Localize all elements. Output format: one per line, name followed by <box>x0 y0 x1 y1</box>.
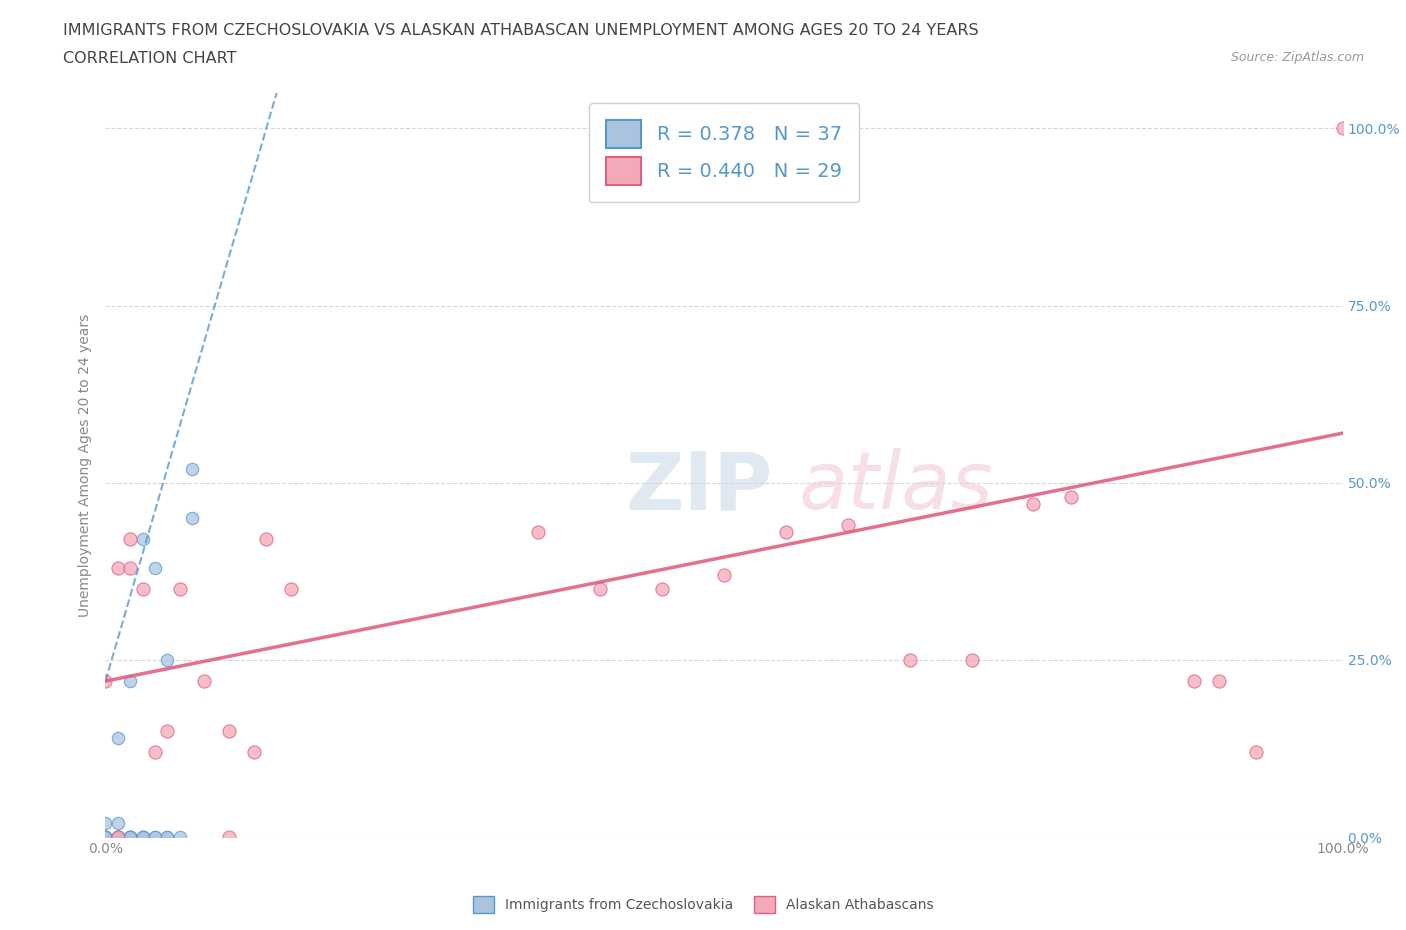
Point <box>143 830 166 844</box>
Point <box>131 830 153 844</box>
Point <box>94 816 117 830</box>
Point <box>131 830 153 844</box>
Point <box>960 653 983 668</box>
Point <box>527 525 550 539</box>
Point <box>120 830 142 844</box>
Point <box>156 830 179 844</box>
Point <box>156 653 179 668</box>
Point <box>120 830 142 844</box>
Point <box>1059 489 1081 504</box>
Point <box>131 532 153 547</box>
Point <box>107 830 129 844</box>
Point <box>156 724 179 738</box>
Point <box>169 581 191 596</box>
Point <box>143 745 166 760</box>
Point <box>94 673 117 688</box>
Point <box>651 581 673 596</box>
Point <box>94 830 117 844</box>
Point <box>837 518 859 533</box>
Point <box>1208 673 1230 688</box>
Point <box>107 830 129 844</box>
Point <box>218 830 240 844</box>
Point <box>156 830 179 844</box>
Point <box>181 461 204 476</box>
Point <box>94 830 117 844</box>
Y-axis label: Unemployment Among Ages 20 to 24 years: Unemployment Among Ages 20 to 24 years <box>77 313 91 617</box>
Legend: R = 0.378   N = 37, R = 0.440   N = 29: R = 0.378 N = 37, R = 0.440 N = 29 <box>589 102 859 203</box>
Point <box>243 745 266 760</box>
Text: ZIP: ZIP <box>626 448 772 526</box>
Point <box>254 532 277 547</box>
Point <box>169 830 191 844</box>
Point <box>107 830 129 844</box>
Text: Source: ZipAtlas.com: Source: ZipAtlas.com <box>1230 51 1364 64</box>
Point <box>713 567 735 582</box>
Point <box>94 830 117 844</box>
Point <box>218 724 240 738</box>
Point <box>181 511 204 525</box>
Point <box>120 830 142 844</box>
Point <box>193 673 215 688</box>
Point <box>94 830 117 844</box>
Point <box>131 830 153 844</box>
Point <box>898 653 921 668</box>
Text: atlas: atlas <box>799 448 993 526</box>
Point <box>94 830 117 844</box>
Point <box>107 830 129 844</box>
Point <box>775 525 797 539</box>
Point <box>120 560 142 575</box>
Point <box>94 830 117 844</box>
Text: CORRELATION CHART: CORRELATION CHART <box>63 51 236 66</box>
Point <box>107 816 129 830</box>
Point <box>1331 121 1354 136</box>
Point <box>143 560 166 575</box>
Point <box>1244 745 1267 760</box>
Point <box>120 532 142 547</box>
Point <box>143 830 166 844</box>
Point <box>1022 497 1045 512</box>
Point <box>107 830 129 844</box>
Point <box>107 830 129 844</box>
Point <box>589 581 612 596</box>
Text: IMMIGRANTS FROM CZECHOSLOVAKIA VS ALASKAN ATHABASCAN UNEMPLOYMENT AMONG AGES 20 : IMMIGRANTS FROM CZECHOSLOVAKIA VS ALASKA… <box>63 23 979 38</box>
Point <box>107 830 129 844</box>
Point <box>107 730 129 745</box>
Point <box>280 581 302 596</box>
Point <box>107 560 129 575</box>
Point <box>107 830 129 844</box>
Point <box>131 581 153 596</box>
Legend: Immigrants from Czechoslovakia, Alaskan Athabascans: Immigrants from Czechoslovakia, Alaskan … <box>467 890 939 919</box>
Point <box>131 830 153 844</box>
Point <box>120 830 142 844</box>
Point <box>120 673 142 688</box>
Point <box>1182 673 1205 688</box>
Point <box>120 830 142 844</box>
Point <box>94 830 117 844</box>
